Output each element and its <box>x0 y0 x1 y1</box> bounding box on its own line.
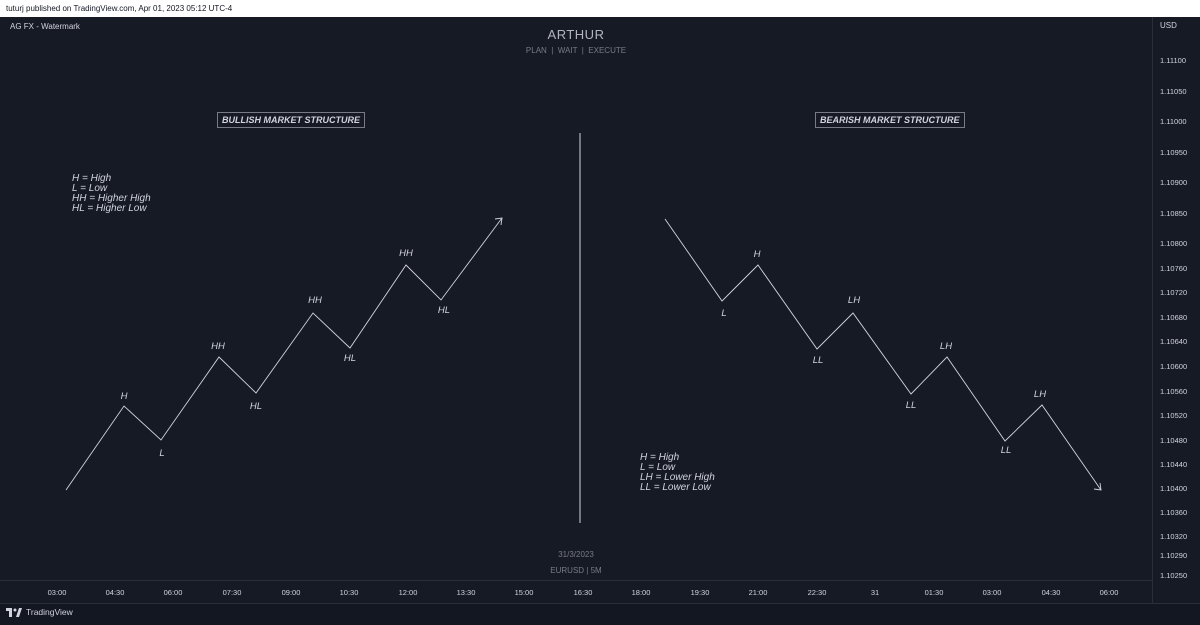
time-scale[interactable] <box>0 580 1152 604</box>
price-tick-label: 1.10800 <box>1160 239 1188 248</box>
price-tick-label: 1.10440 <box>1160 460 1188 469</box>
bearish-arrow-head-icon <box>1093 482 1102 491</box>
price-tick-label: 1.10520 <box>1160 411 1188 420</box>
price-tick-label: 1.10320 <box>1160 532 1188 541</box>
tradingview-icon <box>6 607 22 617</box>
time-tick-label: 15:00 <box>514 588 534 597</box>
bullish-structure-line[interactable] <box>65 217 503 491</box>
price-tick-label: 1.10720 <box>1160 288 1188 297</box>
price-tick-label: 1.11100 <box>1160 56 1186 65</box>
time-tick-label: 18:00 <box>631 588 651 597</box>
point-label: LL <box>1001 445 1012 456</box>
legend-line: HL = Higher Low <box>72 203 147 214</box>
price-tick-label: 1.10640 <box>1160 337 1188 346</box>
bearish-point-labels: L H LL LH LL LH LL LH <box>721 249 1046 456</box>
point-label: HL <box>344 353 356 364</box>
footer-bar <box>0 603 1200 625</box>
time-tick-label: 13:30 <box>456 588 476 597</box>
price-tick-label: 1.10600 <box>1160 362 1188 371</box>
time-tick-label: 12:00 <box>398 588 418 597</box>
price-tick-label: 1.10400 <box>1160 484 1188 493</box>
point-label: L <box>721 308 726 319</box>
time-tick-label: 04:30 <box>1041 588 1061 597</box>
price-tick-label: 1.10360 <box>1160 508 1188 517</box>
currency-label: USD <box>1160 21 1177 30</box>
point-label: LL <box>813 355 824 366</box>
watermark-title: ARTHUR <box>547 27 605 42</box>
bearish-structure-line[interactable] <box>664 218 1102 491</box>
point-label: HH <box>211 341 225 352</box>
point-label: HH <box>308 295 322 306</box>
point-label: HL <box>438 305 450 316</box>
publisher-text: tuturj published on TradingView.com, Apr… <box>6 4 233 13</box>
legend-line: LL = Lower Low <box>640 482 711 493</box>
bullish-title-box[interactable]: BULLISH MARKET STRUCTURE <box>217 112 365 128</box>
price-tick-label: 1.11000 <box>1160 117 1187 126</box>
time-tick-label: 06:00 <box>163 588 183 597</box>
time-tick-label: 09:00 <box>281 588 301 597</box>
watermark-date: 31/3/2023 <box>558 550 594 559</box>
point-label: H <box>754 249 761 260</box>
bullish-legend[interactable]: H = High L = Low HH = Higher High HL = H… <box>72 174 151 214</box>
point-label: HH <box>399 248 413 259</box>
bearish-title-box[interactable]: BEARISH MARKET STRUCTURE <box>815 112 965 128</box>
price-tick-label: 1.10680 <box>1160 313 1188 322</box>
bullish-arrow-head-icon <box>494 217 503 226</box>
price-tick-label: 1.10250 <box>1160 571 1188 580</box>
time-tick-label: 06:00 <box>1099 588 1119 597</box>
time-tick-label: 21:00 <box>748 588 768 597</box>
price-tick-label: 1.10480 <box>1160 436 1188 445</box>
point-label: LH <box>940 341 952 352</box>
legend-line: HH = Higher High <box>72 193 151 204</box>
price-tick-label: 1.10560 <box>1160 387 1188 396</box>
legend-line: L = Low <box>72 183 108 194</box>
price-tick-label: 1.10290 <box>1160 551 1188 560</box>
time-tick-label: 01:30 <box>924 588 944 597</box>
legend-line: H = High <box>640 452 680 463</box>
watermark-symbol: EURUSD | 5M <box>550 566 602 575</box>
time-tick-label: 22:30 <box>807 588 827 597</box>
point-label: LL <box>906 400 917 411</box>
time-tick-label: 03:00 <box>982 588 1002 597</box>
tradingview-logo[interactable]: TradingView <box>6 607 73 617</box>
publisher-bar: tuturj published on TradingView.com, Apr… <box>0 0 1200 17</box>
price-scale[interactable] <box>1152 17 1200 603</box>
brand-name: TradingView <box>26 607 73 617</box>
price-tick-label: 1.10850 <box>1160 209 1188 218</box>
legend-line: LH = Lower High <box>640 472 715 483</box>
bearish-legend[interactable]: H = High L = Low LH = Lower High LL = Lo… <box>640 453 715 493</box>
time-tick-label: 04:30 <box>105 588 125 597</box>
time-tick-label: 19:30 <box>690 588 710 597</box>
point-label: L <box>159 448 164 459</box>
point-label: HL <box>250 401 262 412</box>
price-tick-label: 1.10950 <box>1160 148 1188 157</box>
point-label: H <box>121 391 128 402</box>
point-label: LH <box>848 295 860 306</box>
bullish-point-labels: H L HH HL HH HL HH HL <box>121 248 451 459</box>
time-tick-label: 07:30 <box>222 588 242 597</box>
legend-line: L = Low <box>640 462 676 473</box>
time-tick-label: 31 <box>870 588 880 597</box>
price-tick-label: 1.10900 <box>1160 178 1188 187</box>
time-tick-label: 16:30 <box>573 588 593 597</box>
watermark-subtitle: PLAN | WAIT | EXECUTE <box>525 46 627 55</box>
chart-pane[interactable] <box>0 17 1152 580</box>
price-tick-label: 1.10760 <box>1160 264 1188 273</box>
symbol-label: AG FX - Watermark <box>10 22 80 31</box>
point-label: LH <box>1034 389 1046 400</box>
time-tick-label: 03:00 <box>47 588 67 597</box>
price-tick-label: 1.11050 <box>1160 87 1187 96</box>
time-tick-label: 10:30 <box>339 588 359 597</box>
legend-line: H = High <box>72 173 112 184</box>
